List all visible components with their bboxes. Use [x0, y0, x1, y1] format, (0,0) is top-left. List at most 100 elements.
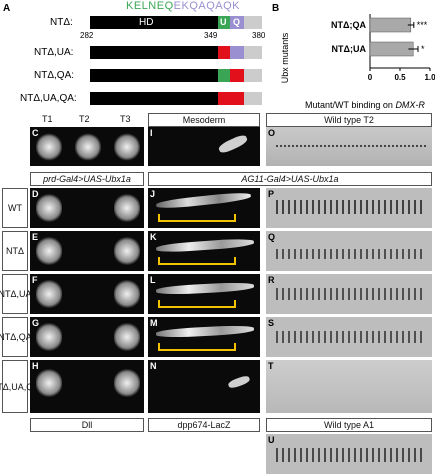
yellow-bracket	[158, 214, 236, 222]
driver-label-ag11: AG11-Gal4>UAS-Ubx1a	[148, 172, 432, 186]
chart-category-label: NTΔ;QA	[331, 20, 366, 30]
panel-l-image: L	[148, 274, 260, 314]
row-label-ntd-ua-qa: NTΔ,UA,QA	[0, 360, 39, 413]
u-motif-box	[218, 69, 230, 82]
sequence-u-motif: KELNEQ	[126, 0, 174, 12]
panel-n-image: N	[148, 360, 260, 413]
row-label-wt: WT	[2, 188, 28, 228]
u-motif-box: U	[218, 16, 230, 29]
col-header-t1: T1	[42, 114, 53, 124]
panel-h-image: H	[30, 360, 144, 413]
chart-significance-label: ***	[417, 20, 428, 30]
panel-c-image: C	[30, 127, 144, 166]
driver-label-prd: prd-Gal4>UAS-Ubx1a	[30, 172, 144, 186]
panel-m-image: M	[148, 317, 260, 357]
yellow-bracket	[158, 300, 236, 308]
panel-f-image: F	[30, 274, 144, 314]
panel-letter-s: S	[268, 318, 275, 328]
panel-b-letter: B	[272, 3, 280, 14]
chart-bar	[369, 17, 412, 33]
panel-letter-t: T	[268, 361, 274, 371]
panel-t-image: T	[266, 360, 432, 413]
row-label-ntd-ua: NTΔ,UA	[0, 274, 32, 314]
u-alanine-box	[218, 46, 230, 59]
q-motif-box	[230, 46, 244, 59]
q-motif-box: Q	[230, 16, 244, 29]
yellow-bracket	[158, 343, 236, 351]
panel-letter-e: E	[32, 232, 39, 242]
panel-u-image: U	[266, 434, 432, 474]
lacz-stain	[227, 374, 251, 390]
panel-e-image: E	[30, 231, 144, 271]
panel-letter-l: L	[150, 275, 156, 285]
panel-letter-q: Q	[268, 232, 276, 242]
panel-o-image: O	[266, 127, 432, 166]
hd-label: HD	[139, 17, 154, 28]
q-alanine-box	[230, 92, 244, 105]
panel-a-letter: A	[3, 3, 11, 14]
panel-g-image: G	[30, 317, 144, 357]
chart-bar	[369, 41, 414, 57]
panel-letter-o: O	[268, 128, 276, 138]
dll-stain-t1	[36, 322, 62, 352]
col-header-mesoderm: Mesoderm	[148, 113, 260, 127]
c-terminal-tail	[244, 69, 262, 82]
panel-letter-c: C	[32, 128, 39, 138]
denticle-belt	[276, 249, 426, 259]
construct-label-ntd: NTΔ:	[50, 17, 73, 28]
panel-letter-k: K	[150, 232, 157, 242]
dll-stain-t1	[36, 236, 62, 266]
lacz-stain	[217, 133, 249, 155]
sequence-q-motif: EKQAQAQK	[173, 0, 240, 12]
dll-stain-t2	[75, 133, 101, 161]
panel-d-image: D	[30, 188, 144, 228]
row-label-ntd: NTΔ	[2, 231, 28, 271]
dll-stain-t3	[114, 193, 140, 223]
panel-letter-m: M	[150, 318, 158, 328]
dll-stain-t1	[36, 193, 62, 223]
denticle-row	[276, 145, 426, 148]
panel-letter-h: H	[32, 361, 39, 371]
dll-stain-t1	[36, 279, 62, 309]
q-label: Q	[233, 17, 241, 27]
chart-category-label: NTΔ;UA	[332, 44, 367, 54]
panel-p-image: P	[266, 188, 432, 228]
u-alanine-box	[218, 92, 230, 105]
chart-x-tick-label: 0.5	[394, 73, 406, 82]
col-header-wild-type-t2: Wild type T2	[266, 113, 432, 127]
panel-q-image: Q	[266, 231, 432, 271]
col-header-wild-type-a1: Wild type A1	[266, 418, 432, 432]
dll-stain-t3	[114, 368, 140, 398]
panel-letter-p: P	[268, 189, 275, 199]
chart-y-axis-label: Ubx mutants	[280, 32, 290, 83]
panel-letter-f: F	[32, 275, 38, 285]
hd-domain-bar	[90, 69, 218, 82]
lacz-stain	[155, 237, 255, 254]
dll-stain-t3	[114, 322, 140, 352]
panel-letter-j: J	[150, 189, 156, 199]
chart-significance-label: *	[421, 44, 425, 54]
panel-letter-r: R	[268, 275, 275, 285]
dll-stain-t1	[36, 368, 62, 398]
bottom-label-dpp674: dpp674-LacZ	[148, 418, 260, 432]
hd-domain-bar	[90, 46, 218, 59]
chart-x-tick-label: 1.0	[424, 73, 435, 82]
dll-stain-t1	[36, 133, 62, 161]
denticle-belt	[276, 200, 426, 214]
chart-x-axis-label: Mutant/WT binding on DMX-R	[305, 100, 425, 110]
panel-letter-i: I	[150, 128, 153, 138]
position-282: 282	[80, 31, 94, 40]
col-header-t3: T3	[120, 114, 131, 124]
panel-k-image: K	[148, 231, 260, 271]
dll-stain-t3	[114, 133, 140, 161]
panel-j-image: J	[148, 188, 260, 228]
denticle-belt	[276, 331, 426, 343]
col-header-t2: T2	[79, 114, 90, 124]
driver-label-prd-text: prd-Gal4>UAS-Ubx1a	[43, 174, 131, 184]
lacz-stain	[155, 281, 255, 296]
panel-letter-n: N	[150, 361, 157, 371]
yellow-bracket	[158, 257, 236, 265]
denticle-belt	[276, 288, 426, 300]
construct-label-ntd-qa: NTΔ,QA:	[34, 70, 75, 81]
panel-letter-g: G	[32, 318, 40, 328]
